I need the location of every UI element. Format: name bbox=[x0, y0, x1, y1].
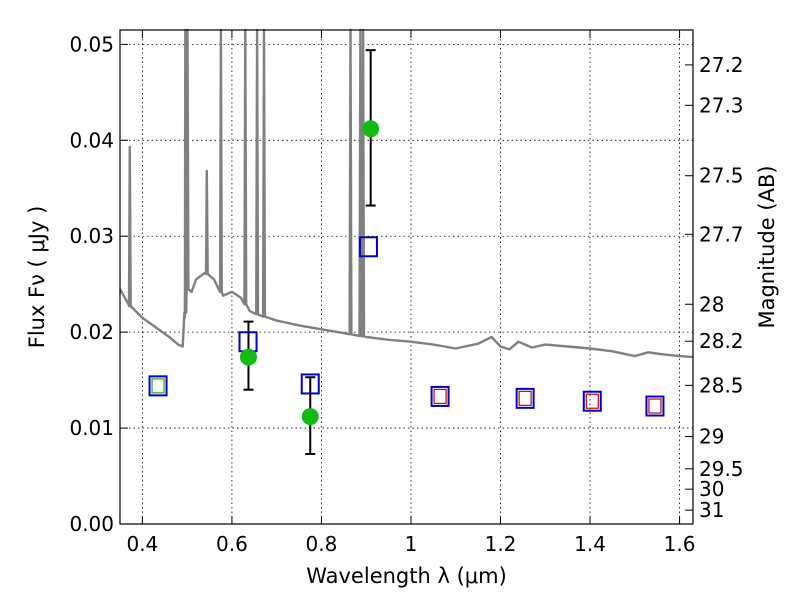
inner-square-marker bbox=[433, 388, 447, 405]
y-tick-label: 0.02 bbox=[69, 320, 114, 344]
inner-square-marker bbox=[518, 390, 532, 406]
y-tick-label: 0.04 bbox=[69, 128, 114, 152]
mag-tick-label: 29.5 bbox=[699, 457, 744, 481]
mag-tick-label: 27.7 bbox=[699, 222, 744, 246]
blue-square-marker bbox=[430, 385, 450, 407]
spectrum bbox=[118, 28, 694, 359]
x-axis-label: Wavelength λ (μm) bbox=[306, 564, 507, 588]
x-tick-label: 1 bbox=[405, 532, 418, 556]
y-tick-label: 0.03 bbox=[69, 224, 114, 248]
mag-tick-label: 31 bbox=[699, 498, 724, 522]
green-circle-marker bbox=[239, 348, 257, 366]
y-axis-label: Flux Fν ( μJy ) bbox=[25, 206, 49, 349]
x-tick-label: 1.4 bbox=[574, 532, 606, 556]
x-tick-label: 1.2 bbox=[485, 532, 517, 556]
y-tick-label: 0.01 bbox=[69, 416, 114, 440]
spectrum-line bbox=[118, 28, 694, 359]
blue-square-marker bbox=[582, 390, 602, 412]
blue-square-marker bbox=[358, 236, 378, 258]
markers bbox=[148, 49, 665, 455]
blue-square-marker bbox=[515, 387, 535, 409]
y-tick-label: 0.05 bbox=[69, 32, 114, 56]
mag-tick-label: 28.2 bbox=[699, 329, 744, 353]
x-tick-label: 0.8 bbox=[306, 532, 338, 556]
green-circle-marker bbox=[362, 120, 380, 138]
mag-tick-label: 30 bbox=[699, 477, 724, 501]
mag-tick-label: 29 bbox=[699, 425, 724, 449]
mag-tick-label: 27.3 bbox=[699, 93, 744, 117]
blue-square-marker bbox=[300, 373, 320, 395]
inner-square-marker bbox=[648, 398, 662, 414]
mag-tick-label: 28.5 bbox=[699, 373, 744, 397]
x-tick-label: 0.4 bbox=[126, 532, 158, 556]
y-tick-label: 0.00 bbox=[69, 512, 114, 536]
inner-square-marker bbox=[151, 378, 165, 394]
x-tick-label: 0.6 bbox=[216, 532, 248, 556]
blue-square-marker bbox=[148, 375, 168, 397]
mag-tick-label: 28 bbox=[699, 292, 724, 316]
mag-tick-label: 27.5 bbox=[699, 164, 744, 188]
plot-frame bbox=[119, 29, 694, 525]
x-tick-label: 1.6 bbox=[664, 532, 696, 556]
ticks: 0.4 0.6 0.8 1 1.2 1.4 1.6 0.00 0.01 0.02 0.03 0.04 0… bbox=[69, 30, 744, 556]
y2-axis-label: Magnitude (AB) bbox=[755, 165, 779, 328]
inner-square-marker bbox=[585, 393, 599, 409]
blue-square-marker bbox=[645, 395, 665, 417]
mag-tick-label: 27.2 bbox=[699, 53, 744, 77]
green-circle-marker bbox=[301, 408, 319, 426]
